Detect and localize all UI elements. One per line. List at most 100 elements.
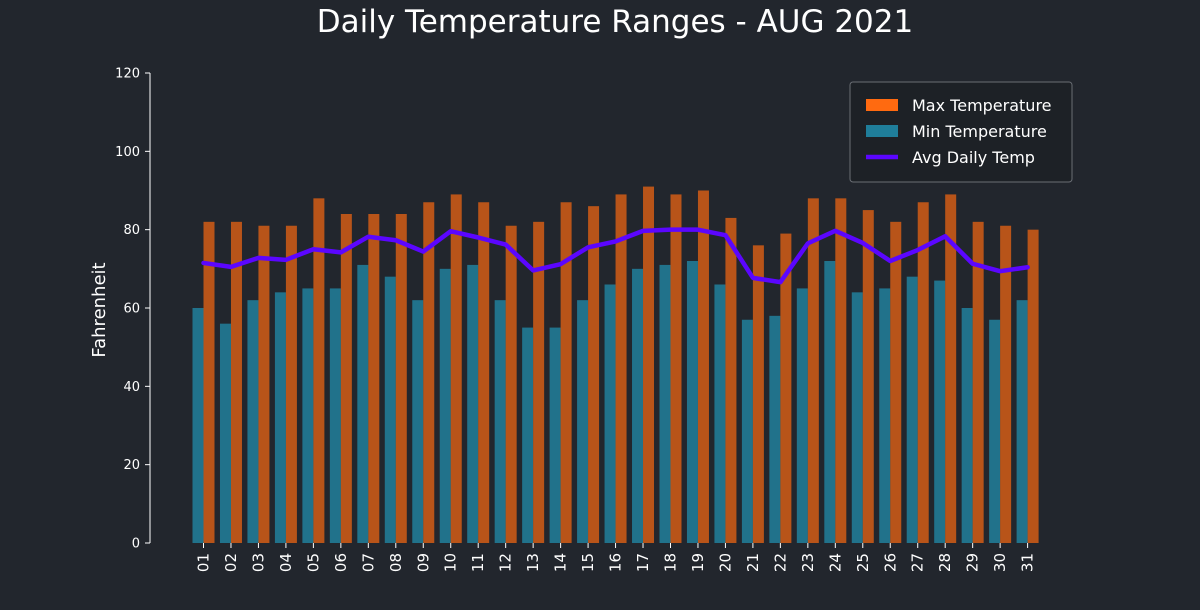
legend-label: Max Temperature	[912, 96, 1052, 115]
bar-min-temp-22	[769, 315, 781, 543]
x-tick-label-20: 20	[716, 553, 734, 572]
bar-max-temp-31	[1027, 229, 1039, 543]
y-tick-label: 80	[123, 223, 140, 238]
bar-min-temp-06	[329, 288, 341, 543]
x-tick-label-14: 14	[552, 553, 570, 572]
bar-max-temp-09	[423, 202, 435, 543]
x-tick-label-24: 24	[826, 553, 844, 572]
bar-max-temp-23	[807, 198, 819, 544]
bar-max-temp-16	[615, 194, 627, 543]
bar-min-temp-31	[1016, 300, 1028, 543]
x-tick-label-02: 02	[222, 553, 240, 572]
bar-min-temp-08	[384, 276, 396, 543]
bar-min-temp-15	[577, 300, 589, 543]
y-tick-label: 100	[115, 145, 140, 160]
legend-label: Min Temperature	[912, 122, 1047, 141]
x-tick-label-12: 12	[497, 553, 515, 572]
x-tick-label-11: 11	[469, 553, 487, 572]
bar-max-temp-07	[368, 214, 380, 543]
bar-min-temp-12	[494, 300, 506, 543]
bar-min-temp-13	[522, 327, 534, 543]
bar-max-temp-11	[478, 202, 490, 543]
legend: Max Temperature Min Temperature Avg Daily …	[849, 81, 1073, 183]
plot-area: 0 20 40 60 80 100 120 01 02 03 04 05 06 07 08 09 10 11 12 1…	[115, 67, 1039, 572]
bar-max-temp-15	[588, 206, 600, 543]
x-tick-label-04: 04	[277, 553, 295, 572]
x-tick-label-22: 22	[771, 553, 789, 572]
bar-max-temp-29	[972, 221, 984, 544]
x-tick-label-21: 21	[744, 553, 762, 572]
bar-max-temp-26	[890, 221, 902, 544]
bar-min-temp-20	[714, 284, 726, 543]
x-tick-label-06: 06	[332, 553, 350, 572]
bar-max-temp-02	[230, 221, 242, 544]
bar-min-temp-18	[659, 264, 671, 543]
bar-min-temp-03	[247, 300, 259, 543]
x-tick-label-13: 13	[524, 553, 542, 572]
bar-max-temp-01	[203, 221, 215, 544]
bar-min-temp-24	[824, 261, 836, 543]
x-tick-label-28: 28	[936, 553, 954, 572]
bar-min-temp-07	[357, 264, 369, 543]
x-tick-label-23: 23	[799, 553, 817, 572]
bar-min-temp-10	[439, 268, 451, 543]
x-tick-label-16: 16	[607, 553, 625, 572]
bar-min-temp-26	[879, 288, 891, 543]
bar-max-temp-13	[533, 221, 545, 544]
x-tick-label-09: 09	[414, 553, 432, 572]
bar-min-temp-23	[796, 288, 808, 543]
x-tick-label-19: 19	[689, 553, 707, 572]
bar-min-temp-29	[961, 308, 973, 543]
avg-daily-temp-line	[201, 227, 1030, 285]
chart-title: Daily Temperature Ranges - AUG 2021	[317, 4, 913, 40]
x-tick-label-18: 18	[661, 553, 679, 572]
x-tick-label-17: 17	[634, 553, 652, 572]
bar-min-temp-14	[549, 327, 561, 543]
bar-min-temp-16	[604, 284, 616, 543]
x-tick-label-03: 03	[249, 553, 267, 572]
x-tick-label-10: 10	[442, 553, 460, 572]
bar-min-temp-30	[989, 319, 1001, 543]
legend-swatch-max	[866, 99, 898, 111]
bar-max-temp-14	[560, 202, 572, 543]
bar-max-temp-27	[917, 202, 929, 543]
x-tick-label-29: 29	[964, 553, 982, 572]
bar-min-temp-05	[302, 288, 314, 543]
bar-max-temp-22	[780, 233, 792, 544]
bar-max-temp-28	[945, 194, 957, 543]
bar-max-temp-21	[752, 245, 764, 544]
legend-swatch-min	[866, 125, 898, 137]
bar-max-temp-06	[340, 214, 352, 543]
x-tick-label-08: 08	[387, 553, 405, 572]
x-tick-label-05: 05	[304, 553, 322, 572]
bar-min-temp-02	[219, 323, 231, 543]
y-axis-label: Fahrenheit	[89, 262, 110, 357]
y-tick-label: 0	[132, 537, 140, 552]
bar-min-temp-25	[851, 292, 863, 543]
bar-max-temp-25	[862, 210, 874, 544]
bar-max-temp-04	[285, 225, 297, 543]
legend-box	[849, 81, 1073, 183]
bar-max-temp-17	[643, 186, 655, 544]
bar-min-temp-28	[934, 280, 946, 543]
bar-min-temp-09	[412, 300, 424, 543]
bar-min-temp-01	[192, 308, 204, 543]
bar-min-temp-27	[906, 276, 918, 543]
x-tick-label-27: 27	[909, 553, 927, 572]
bar-max-temp-10	[450, 194, 462, 543]
bar-max-temp-19	[697, 190, 709, 543]
y-tick-label: 120	[115, 67, 140, 82]
bar-min-temp-11	[467, 264, 479, 543]
bar-max-temp-12	[505, 225, 517, 543]
bar-max-temp-05	[313, 198, 325, 544]
x-tick-label-01: 01	[195, 553, 213, 572]
bar-max-temp-18	[670, 194, 682, 543]
x-tick-label-25: 25	[854, 553, 872, 572]
bar-min-temp-19	[686, 261, 698, 543]
bar-min-temp-21	[741, 319, 753, 543]
bar-max-temp-20	[725, 217, 737, 543]
bar-min-temp-17	[632, 268, 644, 543]
y-tick-label: 40	[123, 380, 140, 395]
